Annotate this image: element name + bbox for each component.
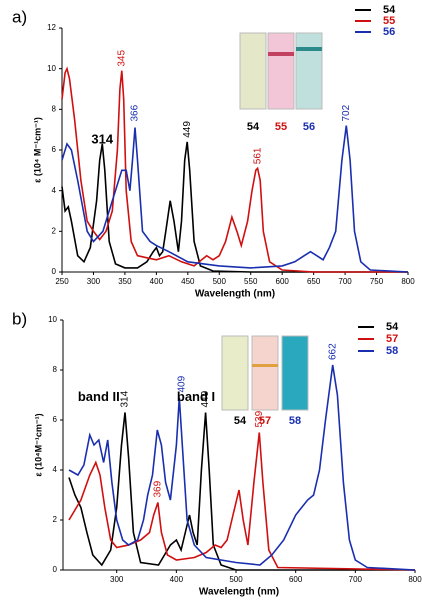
y-tick-label: 8: [53, 365, 58, 374]
y-tick-label: 0: [53, 565, 58, 574]
x-tick-label: 700: [349, 575, 363, 584]
inset-label: 54: [234, 415, 247, 427]
vial: [295, 32, 323, 110]
y-tick-label: 0: [52, 267, 57, 276]
y-tick-label: 6: [52, 145, 57, 154]
x-tick-label: 300: [110, 575, 124, 584]
annotation: 314: [91, 131, 113, 146]
x-tick-label: 650: [307, 277, 321, 286]
x-axis-label: Wavelength (nm): [199, 587, 279, 598]
legend-label: 54: [383, 4, 396, 16]
spectrum-line: [68, 432, 416, 571]
x-tick-label: 250: [55, 277, 69, 286]
vial: [281, 335, 309, 411]
y-axis-label: ε (10⁴ M⁻¹cm⁻¹): [32, 117, 42, 183]
x-tick-label: 350: [118, 277, 132, 286]
x-tick-label: 550: [244, 277, 258, 286]
y-tick-label: 2: [53, 515, 58, 524]
x-tick-label: 400: [170, 575, 184, 584]
y-tick-label: 2: [52, 226, 57, 235]
y-tick-label: 4: [53, 465, 58, 474]
x-tick-label: 800: [408, 575, 422, 584]
x-tick-label: 400: [150, 277, 164, 286]
y-tick-label: 10: [47, 64, 56, 73]
y-tick-label: 10: [48, 315, 57, 324]
spectrum-line: [68, 364, 416, 571]
meniscus: [252, 364, 278, 367]
annotation: 662: [327, 343, 338, 360]
y-axis-label: ε (10⁴M⁻¹cm⁻¹): [33, 413, 43, 476]
inset-label: 54: [247, 121, 260, 133]
legend-label: 57: [386, 333, 398, 345]
inset-photo-b: [221, 335, 309, 411]
annotation: 539: [254, 410, 265, 427]
annotation: 345: [116, 50, 127, 67]
x-tick-label: 800: [401, 277, 415, 286]
x-tick-label: 500: [229, 575, 243, 584]
annotation: 366: [130, 104, 141, 121]
y-tick-label: 8: [52, 104, 57, 113]
meniscus: [296, 47, 322, 51]
vial: [221, 335, 249, 411]
annotation: band I: [177, 389, 215, 404]
panel-label: b): [12, 309, 27, 328]
annotation: 449: [182, 121, 193, 138]
y-tick-label: 12: [47, 23, 56, 32]
inset-label: 56: [303, 121, 315, 133]
y-tick-label: 6: [53, 415, 58, 424]
annotation: 561: [252, 147, 263, 164]
x-tick-label: 700: [338, 277, 352, 286]
x-tick-label: 750: [370, 277, 384, 286]
annotation: 702: [341, 104, 352, 121]
y-tick-label: 4: [52, 186, 57, 195]
legend-label: 58: [386, 345, 398, 357]
annotation: 409: [176, 375, 187, 392]
annotation: 369: [153, 480, 164, 497]
inset-photo-a: [239, 32, 323, 110]
annotation: 449: [200, 390, 211, 407]
panel-label: a): [12, 7, 27, 26]
inset-label: 57: [259, 415, 271, 427]
legend-label: 54: [386, 321, 399, 333]
vial: [239, 32, 267, 110]
spectrum-line: [61, 125, 409, 273]
x-tick-label: 300: [87, 277, 101, 286]
spectrum-line: [68, 412, 415, 571]
x-tick-label: 600: [276, 277, 290, 286]
inset-label: 58: [289, 415, 301, 427]
x-tick-label: 450: [181, 277, 195, 286]
legend-label: 55: [383, 15, 395, 27]
x-tick-label: 600: [289, 575, 303, 584]
spectrum-line: [61, 66, 408, 273]
inset-label: 55: [275, 121, 287, 133]
legend-label: 56: [383, 26, 395, 38]
spectrum-line: [61, 141, 408, 273]
x-tick-label: 500: [213, 277, 227, 286]
vial: [267, 32, 295, 110]
meniscus: [268, 52, 294, 56]
annotation: band II: [78, 389, 120, 404]
x-axis-label: Wavelength (nm): [195, 289, 275, 300]
annotation: 314: [120, 390, 131, 407]
vial: [251, 335, 279, 411]
